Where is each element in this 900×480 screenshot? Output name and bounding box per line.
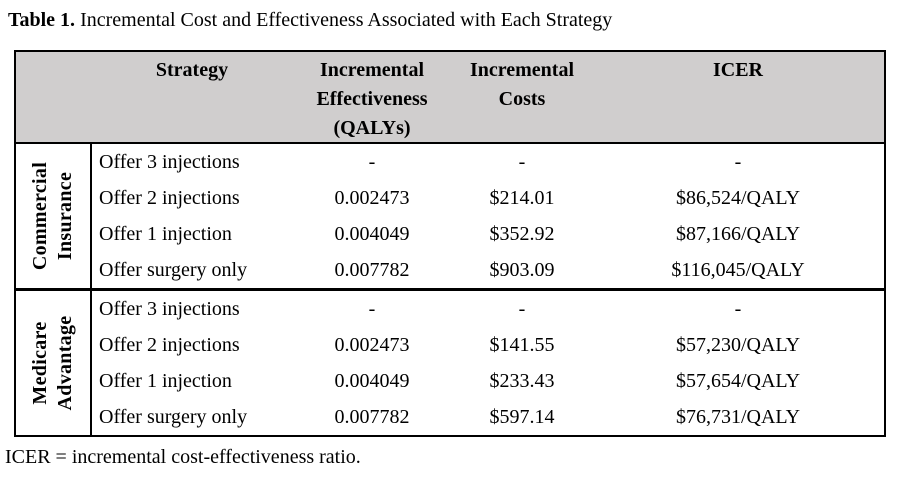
group-label-commercial-insurance: Commercial Insurance bbox=[16, 144, 92, 288]
header-icer: ICER bbox=[712, 59, 763, 81]
effectiveness-value: - bbox=[368, 151, 376, 173]
costs-value: $214.01 bbox=[489, 187, 555, 209]
table-caption: Table 1. Incremental Cost and Effectiven… bbox=[8, 8, 890, 32]
table-footnote: ICER = incremental cost-effectiveness ra… bbox=[5, 446, 361, 468]
header-stub-cell bbox=[16, 56, 92, 143]
table-caption-number: Table 1. bbox=[8, 9, 76, 31]
effectiveness-value: 0.002473 bbox=[334, 187, 410, 209]
effectiveness-value: 0.007782 bbox=[334, 259, 410, 281]
group-medicare-advantage: Medicare Advantage Offer 3 injections - … bbox=[16, 291, 884, 435]
costs-value: - bbox=[518, 151, 526, 173]
table-header-row: Strategy Incremental Effectiveness (QALY… bbox=[16, 52, 884, 144]
costs-value: $141.55 bbox=[489, 334, 555, 356]
header-strategy: Strategy bbox=[155, 59, 229, 81]
strategy-cell: Offer 3 injections bbox=[99, 151, 240, 173]
costs-value: $903.09 bbox=[489, 259, 555, 281]
costs-value: $597.14 bbox=[489, 406, 555, 428]
costs-value: $352.92 bbox=[489, 223, 555, 245]
icer-value: $87,166/QALY bbox=[675, 223, 801, 245]
effectiveness-value: 0.004049 bbox=[334, 223, 410, 245]
effectiveness-value: 0.004049 bbox=[334, 370, 410, 392]
strategy-cell: Offer 3 injections bbox=[99, 298, 240, 320]
icer-value: - bbox=[734, 298, 742, 320]
effectiveness-value: - bbox=[368, 298, 376, 320]
icer-value: $116,045/QALY bbox=[671, 259, 805, 281]
results-table: Strategy Incremental Effectiveness (QALY… bbox=[14, 50, 886, 437]
header-incremental-costs: Incremental Costs bbox=[469, 59, 575, 110]
strategy-cell: Offer 1 injection bbox=[99, 223, 232, 245]
costs-value: $233.43 bbox=[489, 370, 555, 392]
group-label-medicare-advantage: Medicare Advantage bbox=[16, 291, 92, 435]
icer-value: $57,654/QALY bbox=[675, 370, 801, 392]
icer-value: $57,230/QALY bbox=[675, 334, 801, 356]
strategy-cell: Offer 1 injection bbox=[99, 370, 232, 392]
paper-page: Table 1. Incremental Cost and Effectiven… bbox=[0, 8, 900, 480]
strategy-cell: Offer surgery only bbox=[99, 259, 248, 281]
icer-value: $86,524/QALY bbox=[675, 187, 801, 209]
table-caption-text: Incremental Cost and Effectiveness Assoc… bbox=[75, 9, 613, 31]
effectiveness-value: 0.002473 bbox=[334, 334, 410, 356]
strategy-cell: Offer surgery only bbox=[99, 406, 248, 428]
effectiveness-value: 0.007782 bbox=[334, 406, 410, 428]
strategy-cell: Offer 2 injections bbox=[99, 334, 240, 356]
group-commercial-insurance: Commercial Insurance Offer 3 injections … bbox=[16, 144, 884, 291]
strategy-cell: Offer 2 injections bbox=[99, 187, 240, 209]
header-incremental-effectiveness: Incremental Effectiveness (QALYs) bbox=[316, 59, 428, 139]
costs-value: - bbox=[518, 298, 526, 320]
icer-value: - bbox=[734, 151, 742, 173]
icer-value: $76,731/QALY bbox=[675, 406, 801, 428]
